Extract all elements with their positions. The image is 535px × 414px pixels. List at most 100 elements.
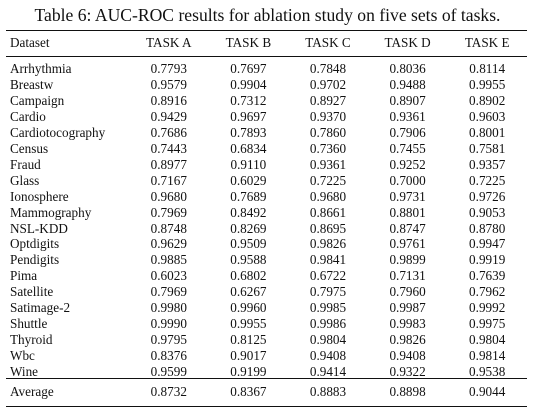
score-cell: 0.9361	[389, 108, 426, 124]
score-cell: 0.7581	[469, 140, 506, 156]
score-cell: 0.9429	[150, 108, 187, 124]
table-row: Satellite 0.7969 0.6267 0.7975 0.7960 0.7962	[6, 284, 527, 300]
score-cell: 0.9919	[469, 252, 506, 268]
score-cell: 0.9680	[150, 188, 187, 204]
score-cell: 0.9538	[469, 364, 506, 380]
score-cell: 0.9814	[469, 348, 506, 364]
score-cell: 0.9408	[309, 348, 347, 364]
average-cell: 0.8367	[230, 384, 267, 399]
score-cell: 0.9017	[230, 348, 267, 364]
score-cell: 0.7697	[230, 61, 267, 76]
table-row: Fraud 0.8977 0.9110 0.9361 0.9252 0.9357	[6, 157, 527, 173]
score-cell: 0.8114	[469, 61, 506, 76]
score-cell: 0.7225	[469, 172, 506, 188]
dataset-name: NSL-KDD	[10, 220, 68, 236]
average-row: Average 0.8732 0.8367 0.8883 0.8898 0.90…	[6, 383, 527, 401]
score-cell: 0.9904	[230, 76, 267, 92]
score-cell: 0.8125	[230, 332, 267, 348]
score-cell: 0.6267	[230, 284, 267, 300]
score-cell: 0.9702	[309, 76, 347, 92]
score-cell: 0.9599	[150, 364, 187, 380]
score-cell: 0.9795	[150, 332, 187, 348]
dataset-name: Ionosphere	[10, 188, 69, 204]
score-cell: 0.8916	[150, 92, 187, 108]
average-label: Average	[10, 384, 54, 399]
score-cell: 0.9975	[469, 316, 506, 332]
dataset-name: Thyroid	[10, 332, 53, 348]
dataset-name: Wine	[10, 364, 39, 380]
average-rule	[6, 378, 527, 379]
header-row: Dataset TASK A TASK B TASK C TASK D TASK…	[6, 33, 527, 53]
header-task-e: TASK E	[464, 35, 510, 50]
score-cell: 0.9488	[389, 76, 426, 92]
dataset-name: Census	[10, 140, 49, 156]
dataset-name: Mammography	[10, 204, 92, 220]
score-cell: 0.6023	[150, 268, 187, 284]
score-cell: 0.9885	[150, 252, 187, 268]
dataset-name: Campaign	[10, 92, 65, 108]
score-cell: 0.8907	[389, 92, 426, 108]
dataset-name: Shuttle	[10, 316, 48, 332]
score-cell: 0.8748	[150, 220, 187, 236]
score-cell: 0.9588	[230, 252, 267, 268]
score-cell: 0.9986	[309, 316, 347, 332]
score-cell: 0.8492	[230, 204, 267, 220]
table-row: Ionosphere 0.9680 0.7689 0.9680 0.9731 0.9726	[6, 189, 527, 205]
score-cell: 0.9826	[389, 332, 426, 348]
header-task-c: TASK C	[305, 35, 351, 50]
score-cell: 0.8780	[469, 220, 506, 236]
table-row: Campaign 0.8916 0.7312 0.8927 0.8907 0.8902	[6, 93, 527, 109]
dataset-name: Pima	[10, 268, 38, 284]
score-cell: 0.7443	[150, 140, 187, 156]
table-row: Optdigits 0.9629 0.9509 0.9826 0.9761 0.9947	[6, 236, 527, 252]
score-cell: 0.7962	[469, 284, 506, 300]
score-cell: 0.8747	[389, 220, 426, 236]
score-cell: 0.8977	[150, 156, 187, 172]
score-cell: 0.9579	[150, 76, 187, 92]
score-cell: 0.9987	[389, 300, 426, 316]
score-cell: 0.9960	[230, 300, 267, 316]
score-cell: 0.9841	[309, 252, 347, 268]
table-row: Arrhythmia 0.7793 0.7697 0.7848 0.8036 0.8114	[6, 61, 527, 77]
score-cell: 0.7689	[230, 188, 267, 204]
score-cell: 0.7167	[150, 172, 187, 188]
score-cell: 0.7860	[309, 124, 347, 140]
score-cell: 0.8927	[309, 92, 347, 108]
score-cell: 0.9509	[230, 236, 267, 252]
average-cell: 0.8898	[389, 384, 426, 399]
score-cell: 0.8801	[389, 204, 426, 220]
dataset-name: Satellite	[10, 284, 54, 300]
score-cell: 0.9414	[309, 364, 347, 380]
score-cell: 0.6722	[309, 268, 347, 284]
score-cell: 0.8036	[389, 61, 426, 76]
table-row: Pima 0.6023 0.6802 0.6722 0.7131 0.7639	[6, 268, 527, 284]
score-cell: 0.7360	[309, 140, 347, 156]
table-row: Pendigits 0.9885 0.9588 0.9841 0.9899 0.9919	[6, 252, 527, 268]
table-row: Wbc 0.8376 0.9017 0.9408 0.9408 0.9814	[6, 348, 527, 364]
dataset-name: Cardio	[10, 108, 46, 124]
score-cell: 0.9955	[469, 76, 506, 92]
table-row: Mammography 0.7969 0.8492 0.8661 0.8801 0.905…	[6, 205, 527, 221]
table-caption: Table 6: AUC-ROC results for ablation st…	[34, 5, 501, 25]
table-row: Census 0.7443 0.6834 0.7360 0.7455 0.7581	[6, 141, 527, 157]
score-cell: 0.8269	[230, 220, 267, 236]
average-table: Average 0.8732 0.8367 0.8883 0.8898 0.90…	[6, 383, 527, 401]
dataset-name: Cardiotocography	[10, 124, 106, 140]
table-row: Wine 0.9599 0.9199 0.9414 0.9322 0.9538	[6, 364, 527, 380]
score-cell: 0.8376	[150, 348, 187, 364]
score-cell: 0.9053	[469, 204, 506, 220]
score-cell: 0.7893	[230, 124, 267, 140]
score-cell: 0.9680	[309, 188, 347, 204]
dataset-name: Breastw	[10, 76, 54, 92]
score-cell: 0.9761	[389, 236, 426, 252]
score-cell: 0.9357	[469, 156, 506, 172]
score-cell: 0.7960	[389, 284, 426, 300]
score-cell: 0.9947	[469, 236, 506, 252]
score-cell: 0.9980	[150, 300, 187, 316]
score-cell: 0.7455	[389, 140, 426, 156]
score-cell: 0.9199	[230, 364, 267, 380]
score-cell: 0.7225	[309, 172, 347, 188]
header-task-d: TASK D	[384, 35, 431, 50]
score-cell: 0.6802	[230, 268, 267, 284]
average-cell: 0.8883	[309, 384, 347, 399]
